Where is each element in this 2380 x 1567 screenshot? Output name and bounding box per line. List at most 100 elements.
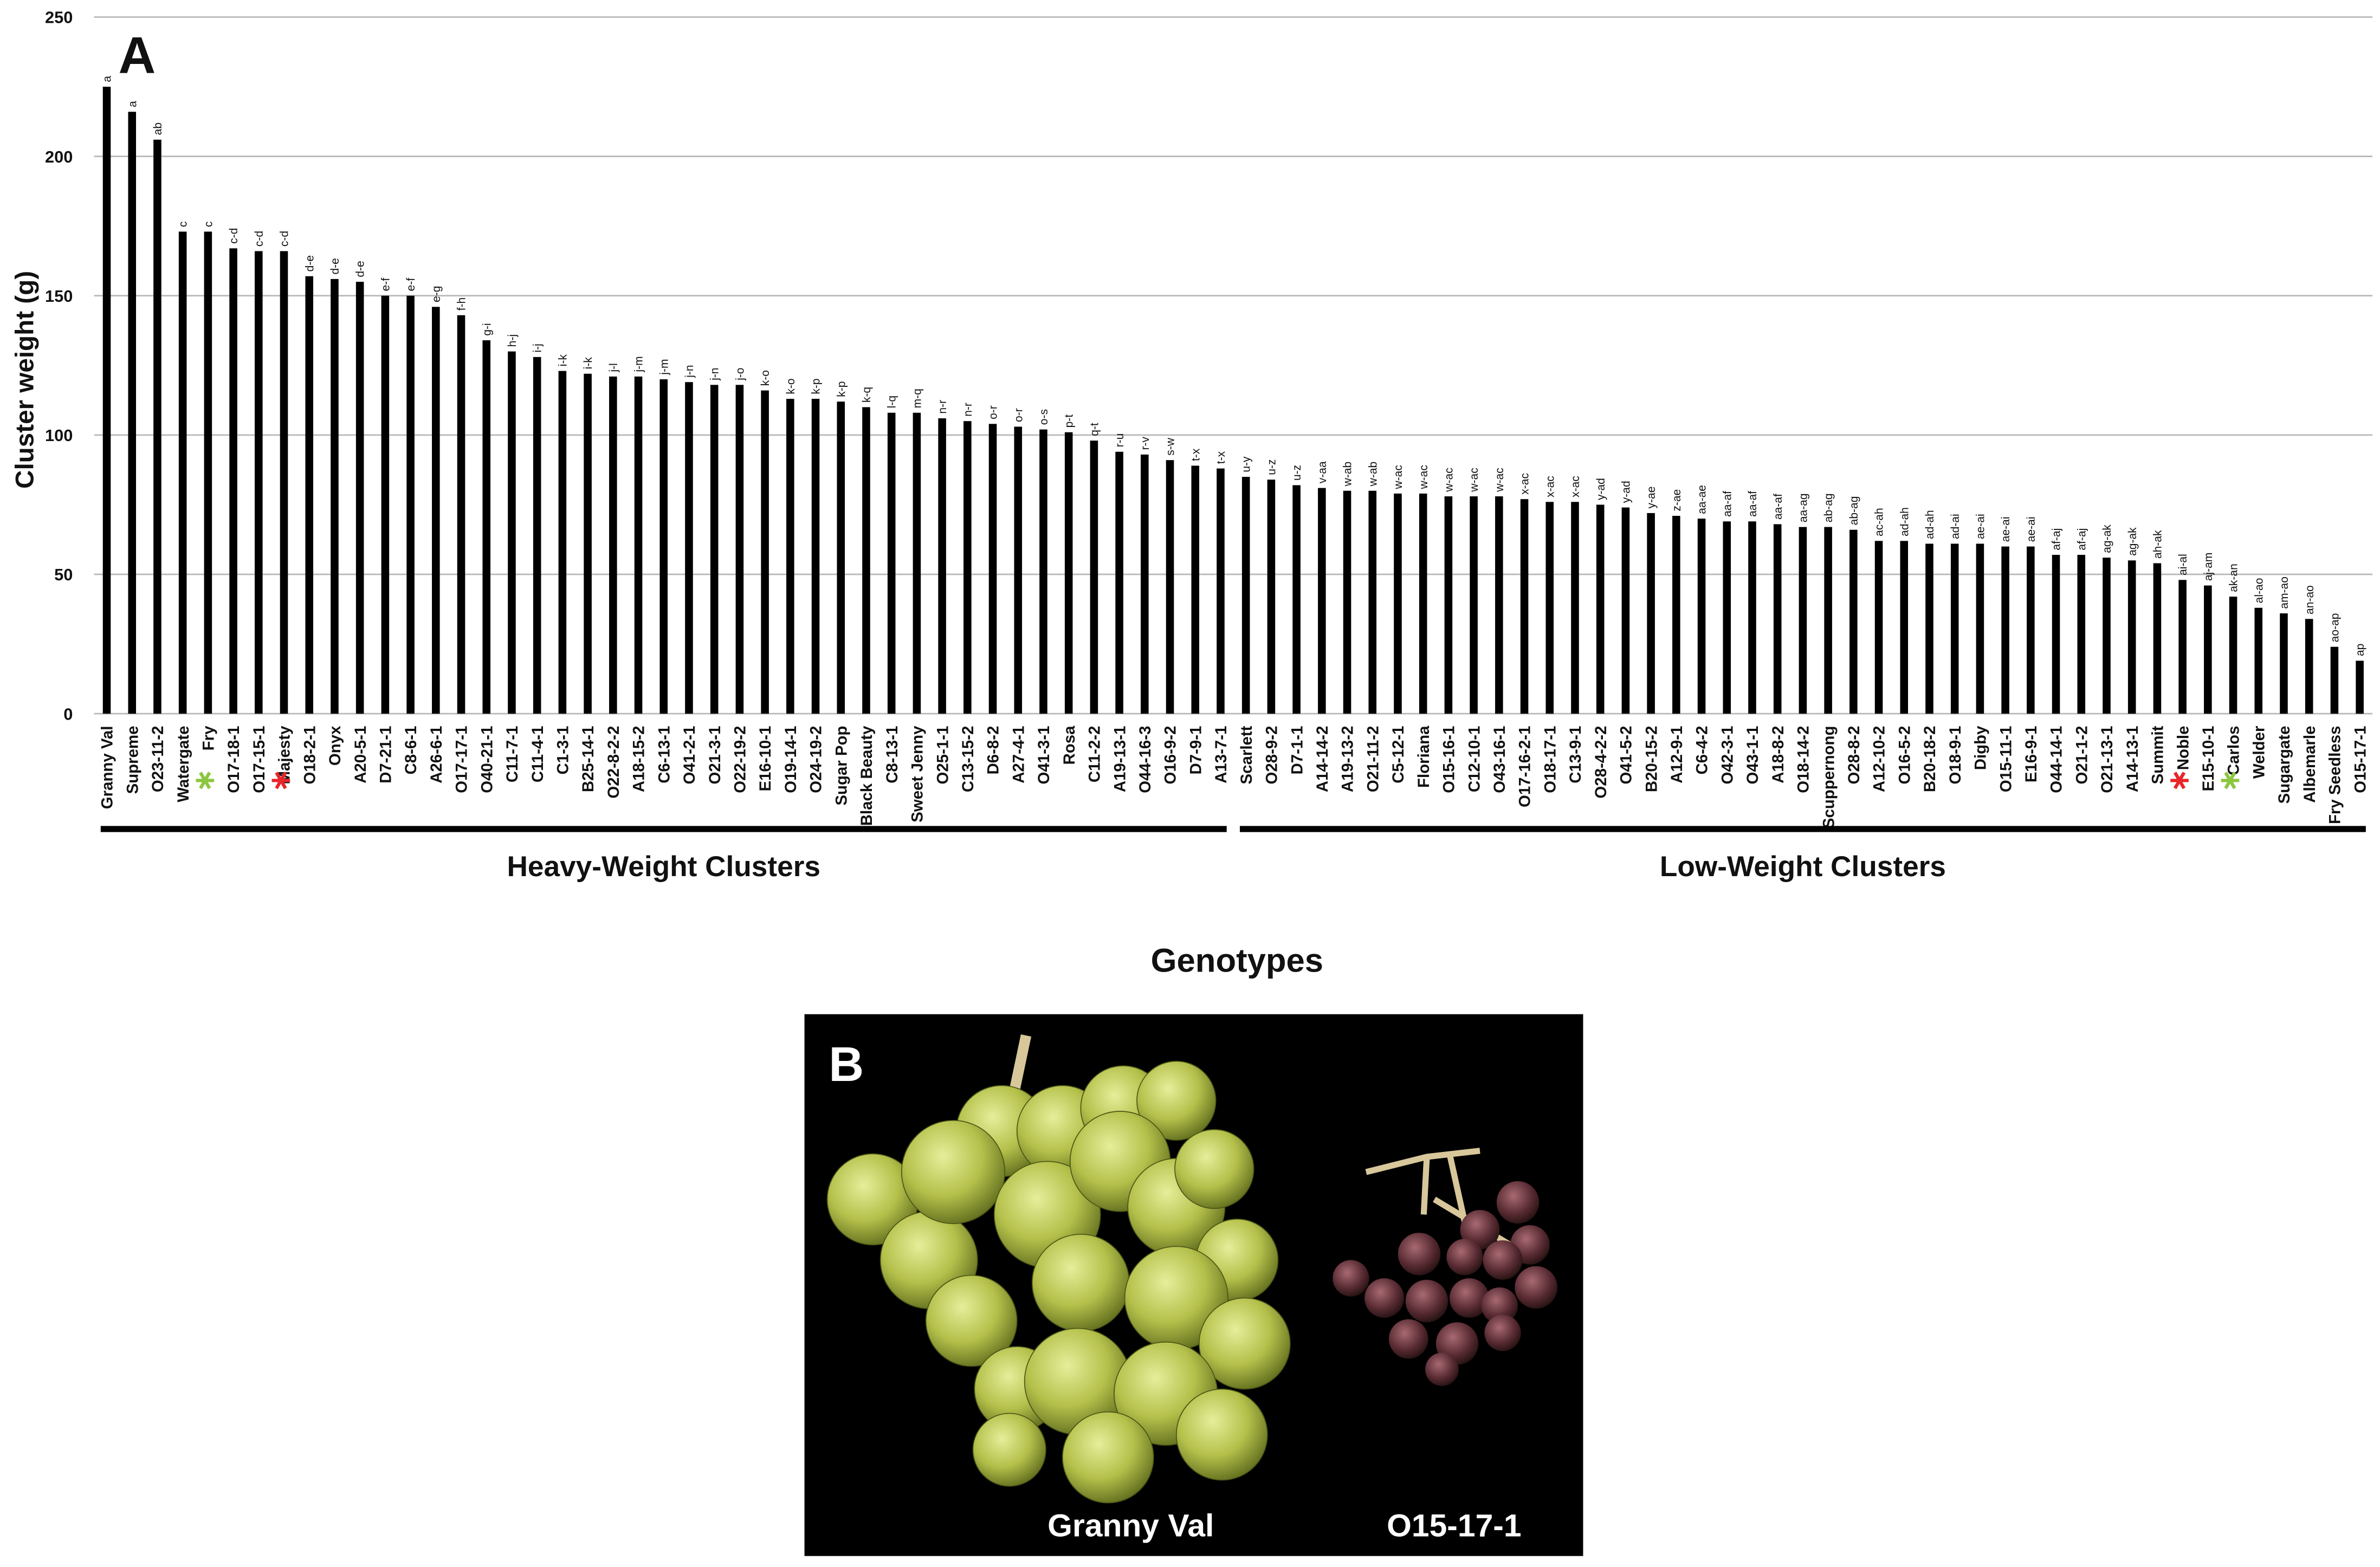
x-tick-label: O24-19-2: [807, 726, 825, 793]
x-tick-label: O18-9-1: [1946, 726, 1964, 785]
bar: [1241, 477, 1250, 714]
x-tick-label: O41-2-1: [681, 726, 699, 785]
bar: [963, 421, 972, 714]
significance-letter: w-ab: [1342, 462, 1354, 487]
bar: [305, 276, 314, 714]
x-tick-label: Fry: [200, 726, 218, 750]
green-grape: [1062, 1411, 1154, 1504]
bar: [1217, 468, 1225, 714]
x-tick-label: O17-18-1: [225, 726, 243, 793]
bar: [2356, 661, 2364, 714]
bar: [128, 112, 137, 714]
purple-grape: [1333, 1260, 1369, 1297]
x-tick-label: A19-13-2: [1339, 726, 1357, 793]
purple-grape: [1388, 1319, 1428, 1359]
green-grape: [1198, 1297, 1291, 1390]
x-tick-label: O21-1-2: [2073, 726, 2091, 785]
x-tick-label: Supreme: [124, 726, 141, 794]
bar: [1470, 496, 1478, 714]
bar: [2001, 546, 2009, 714]
asterisk-stroke: [275, 772, 287, 789]
x-tick-label: C13-9-1: [1567, 726, 1584, 784]
purple-grape-cluster: [1333, 1148, 1557, 1387]
significance-letter: u-z: [1291, 465, 1303, 481]
significance-letter: i-k: [557, 354, 569, 367]
bar: [1647, 513, 1655, 714]
x-tick-label: O17-15-1: [250, 726, 268, 793]
photo-caption: O15-17-1: [1387, 1508, 1521, 1543]
x-tick-label: C6-13-1: [655, 726, 673, 784]
x-tick-label: O43-1-1: [1744, 726, 1762, 785]
significance-letter: w-ac: [1392, 465, 1405, 489]
bar: [1419, 493, 1427, 714]
x-tick-label: C11-2-2: [1086, 726, 1104, 783]
significance-letter: k-p: [835, 381, 848, 397]
x-tick-label: Sweet Jenny: [909, 726, 927, 823]
bar: [1874, 541, 1883, 714]
significance-letter: ab-ag: [1848, 496, 1860, 526]
significance-letter: k-q: [861, 387, 873, 403]
significance-letter: n-r: [936, 400, 949, 414]
significance-letter: ac-ah: [1873, 508, 1886, 536]
x-tick-label: A20-5-1: [352, 726, 370, 784]
x-tick-label: O15-16-1: [1440, 726, 1458, 793]
significance-letter: ag-ak: [2126, 527, 2139, 556]
bar: [229, 248, 237, 714]
x-tick-label: O43-16-1: [1491, 726, 1509, 793]
panel-label: A: [118, 27, 156, 85]
asterisk-stroke: [199, 772, 211, 789]
x-tick-label: Watergate: [174, 726, 192, 802]
significance-letter: aa-ag: [1797, 493, 1809, 522]
significance-letter: ae-ai: [1974, 514, 1987, 539]
bar: [1697, 519, 1706, 714]
bar: [1950, 543, 1959, 714]
bar: [331, 279, 339, 714]
bar: [1900, 541, 1909, 714]
bar: [2330, 646, 2339, 714]
significance-letter: ag-ak: [2101, 525, 2113, 553]
significance-letter: d-e: [329, 258, 341, 274]
bar: [1343, 490, 1351, 714]
x-tick-label: Black Beauty: [858, 726, 876, 826]
y-tick-label: 150: [45, 287, 73, 306]
asterisk-stroke: [2173, 772, 2186, 789]
x-tick-label: O17-16-2-1: [1516, 726, 1534, 807]
x-tick-label: O28-9-2: [1263, 726, 1281, 785]
bar: [432, 307, 440, 714]
x-tick-label: O16-9-2: [1162, 726, 1180, 785]
bar: [204, 231, 212, 714]
significance-letter: y-ad: [1595, 478, 1607, 500]
x-tick-label: O15-11-1: [1997, 726, 2015, 793]
significance-letter: aa-ae: [1696, 485, 1709, 514]
bar: [609, 376, 617, 714]
x-tick-label: O44-16-3: [1136, 726, 1154, 793]
bar: [2077, 555, 2086, 714]
y-tick-label: 0: [63, 704, 73, 723]
significance-letter: aa-af: [1772, 494, 1784, 520]
bar: [1014, 426, 1023, 714]
bar: [178, 231, 187, 714]
y-tick-label: 100: [45, 426, 73, 445]
bar: [1621, 507, 1630, 714]
x-tick-label: O40-21-1: [478, 726, 496, 793]
bar: [786, 399, 794, 714]
x-tick-label: B20-18-2: [1921, 726, 1939, 793]
x-tick-label: O23-11-2: [149, 726, 167, 793]
bar: [457, 315, 465, 714]
x-tick-label: Sugar Pop: [832, 726, 850, 806]
bar: [685, 382, 693, 714]
bar: [913, 412, 921, 714]
x-tick-label: Sugargate: [2275, 726, 2293, 804]
significance-letter: f-h: [456, 297, 468, 311]
significance-letter: j-l: [607, 363, 620, 372]
purple-grape: [1481, 1287, 1518, 1324]
significance-letter: n-r: [962, 403, 974, 417]
significance-letter: ap: [2354, 644, 2366, 656]
significance-letter: s-w: [1165, 437, 1177, 455]
significance-letter: w-ac: [1418, 465, 1430, 489]
x-tick-label: C1-3-1: [554, 726, 572, 775]
significance-letter: af-aj: [2051, 528, 2063, 551]
x-tick-label: Welder: [2250, 726, 2268, 779]
